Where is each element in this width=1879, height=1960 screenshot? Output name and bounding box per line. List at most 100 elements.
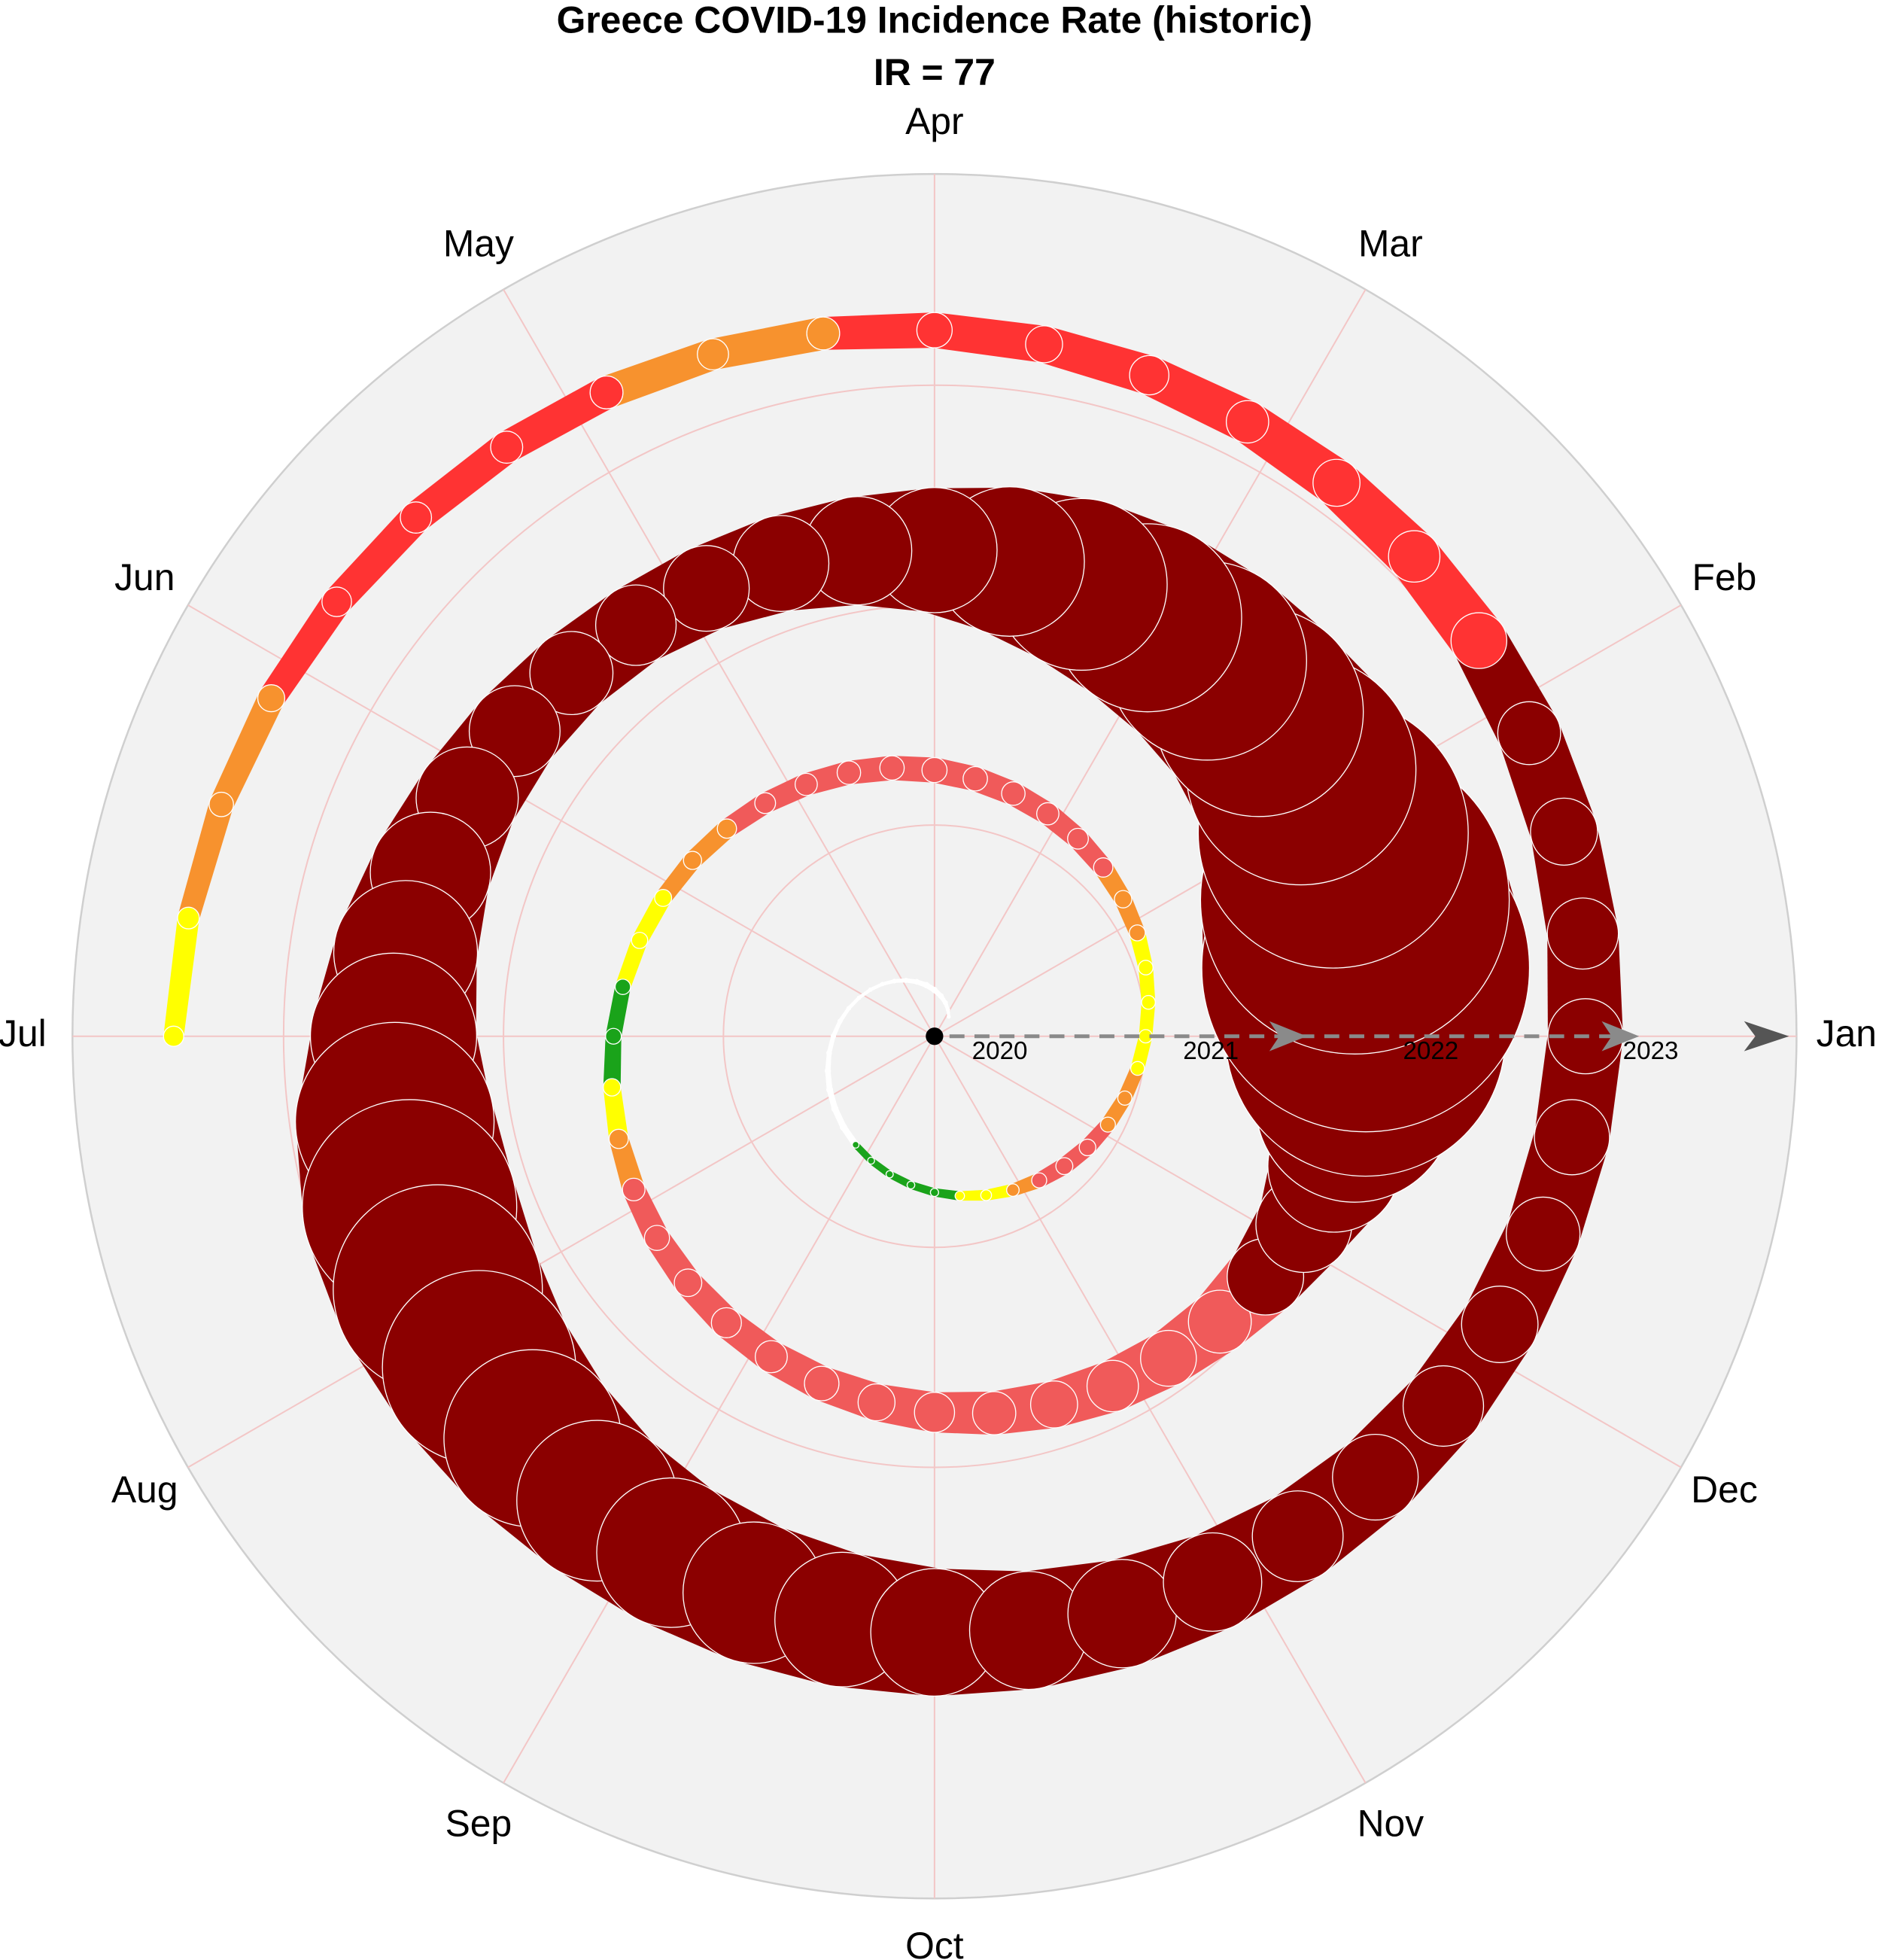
point: [1546, 897, 1619, 970]
point: [857, 1383, 896, 1422]
point: [1130, 1061, 1145, 1076]
point: [980, 1189, 993, 1201]
point: [1029, 1380, 1078, 1429]
point: [947, 1015, 951, 1019]
point: [177, 906, 200, 930]
point: [608, 1128, 629, 1149]
point: [1114, 890, 1133, 908]
point: [673, 1268, 703, 1298]
point: [856, 995, 862, 1000]
point: [867, 1156, 875, 1165]
point: [1251, 1490, 1344, 1583]
band-segment: [826, 1035, 836, 1054]
point: [589, 375, 624, 409]
point: [945, 1007, 950, 1012]
point: [1497, 701, 1561, 765]
point: [1140, 1329, 1197, 1387]
point: [1332, 1433, 1419, 1521]
chart-title: Greece COVID-19 Incidence Rate (historic…: [557, 0, 1313, 41]
band-segment: [406, 434, 517, 530]
arrow-head: [1269, 1021, 1307, 1052]
point: [683, 851, 703, 870]
band-segment: [888, 1170, 913, 1188]
point: [716, 818, 737, 839]
point: [825, 1086, 834, 1094]
point: [321, 586, 352, 617]
time-axis: [926, 1021, 1789, 1052]
point: [643, 1225, 670, 1252]
band-segment: [959, 1189, 987, 1201]
point: [710, 1307, 742, 1338]
band-segment: [600, 339, 719, 408]
point: [208, 791, 234, 817]
point: [921, 756, 948, 784]
month-label: May: [443, 222, 514, 264]
band-segment: [1038, 326, 1155, 394]
point: [1117, 1090, 1133, 1106]
point: [971, 1391, 1017, 1435]
point: [631, 931, 649, 949]
month-label: Jan: [1817, 1012, 1877, 1055]
arrow-head: [1744, 1021, 1789, 1052]
point: [794, 772, 818, 796]
point: [1312, 458, 1361, 507]
month-label: Dec: [1691, 1468, 1758, 1511]
point: [1067, 827, 1089, 850]
band-segment: [822, 312, 935, 350]
year-label: 2022: [1403, 1037, 1458, 1065]
center-dot: [926, 1027, 944, 1045]
band-segment: [910, 1181, 936, 1197]
point: [654, 889, 673, 907]
band-segment: [260, 593, 349, 706]
point: [614, 978, 631, 995]
point: [490, 431, 524, 464]
month-label: Nov: [1358, 1802, 1424, 1844]
point: [1031, 1172, 1047, 1188]
point: [163, 1025, 184, 1047]
band-segment: [869, 982, 883, 991]
band-segment: [1138, 966, 1156, 1003]
point: [1505, 1196, 1581, 1272]
point: [663, 545, 750, 632]
point: [1138, 960, 1154, 975]
point: [826, 1050, 832, 1056]
point: [1187, 1289, 1252, 1354]
point: [892, 978, 897, 984]
point: [885, 1170, 894, 1179]
band-segment: [825, 1070, 833, 1091]
band-segment: [847, 997, 861, 1010]
point: [836, 760, 862, 785]
point: [880, 982, 885, 987]
spiral: [163, 312, 1624, 1697]
point: [697, 338, 729, 371]
band-segment: [603, 1086, 628, 1140]
point: [879, 755, 905, 781]
point: [1530, 797, 1598, 866]
point: [923, 982, 930, 989]
band-segment: [499, 378, 615, 461]
point: [605, 1027, 622, 1045]
point: [962, 765, 988, 792]
band-segment: [163, 916, 199, 1038]
point: [804, 1365, 840, 1402]
year-label: 2021: [1183, 1037, 1239, 1065]
month-label: Feb: [1692, 556, 1757, 598]
band-segment: [894, 978, 907, 983]
point: [1036, 802, 1060, 826]
month-label: Aug: [111, 1468, 178, 1511]
band-segment: [326, 507, 427, 613]
band-segment: [932, 312, 1047, 363]
point: [1450, 612, 1508, 669]
point: [257, 684, 286, 713]
point: [824, 1067, 832, 1074]
point: [1067, 1559, 1177, 1669]
point: [914, 978, 920, 985]
point: [916, 312, 953, 348]
point: [622, 1177, 646, 1202]
point: [1129, 924, 1146, 942]
band-segment: [838, 1007, 850, 1023]
band-segment: [825, 1052, 832, 1072]
month-label: Oct: [905, 1925, 964, 1960]
point: [1461, 1285, 1539, 1363]
